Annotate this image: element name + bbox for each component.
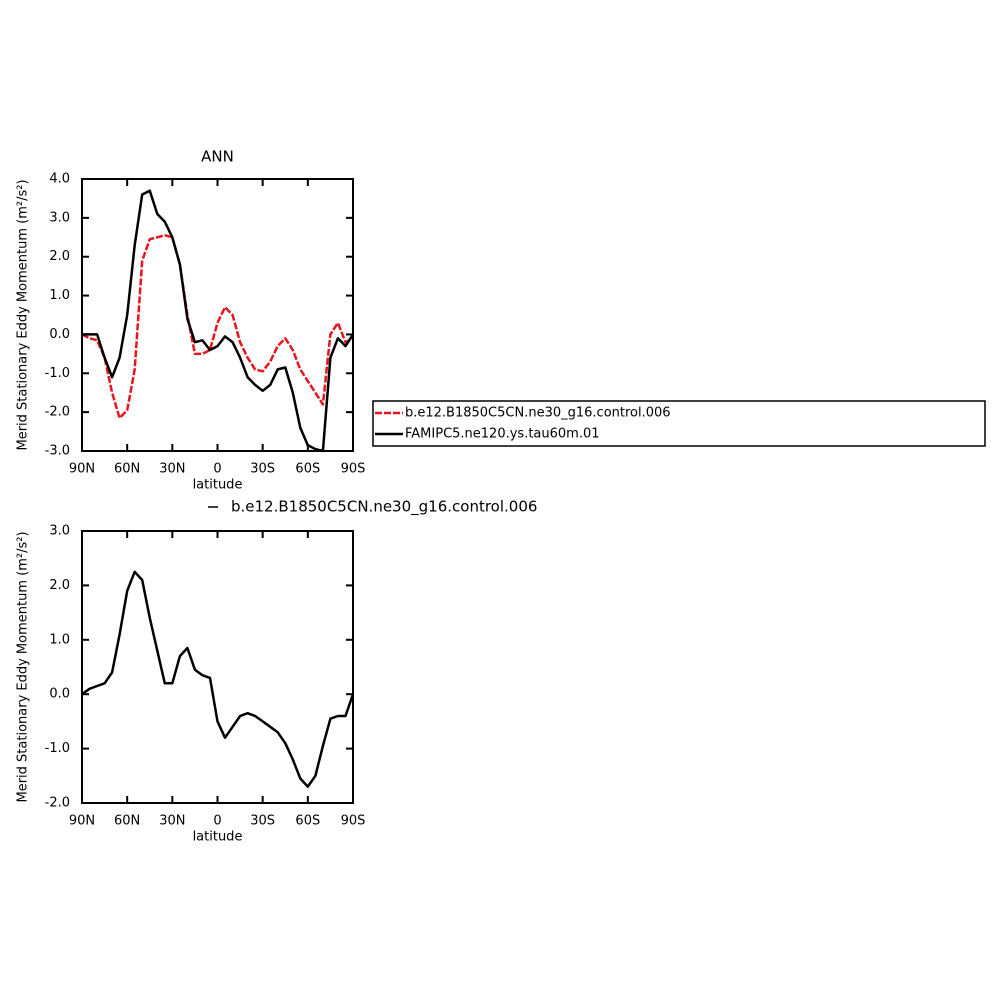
- x-axis-label: latitude: [193, 478, 243, 493]
- x-tick-label: 0: [213, 462, 221, 477]
- x-tick-label: 30N: [159, 462, 185, 477]
- legend-label: b.e12.B1850C5CN.ne30_g16.control.006: [231, 498, 537, 517]
- x-tick-label: 90N: [69, 814, 95, 829]
- y-tick-label: 4.0: [49, 172, 70, 187]
- x-tick-label: 90S: [341, 462, 366, 477]
- x-tick-label: 60S: [295, 814, 320, 829]
- x-tick-label: 30S: [250, 814, 275, 829]
- y-axis-label: Merid Stationary Eddy Momentum (m²/s²): [16, 531, 31, 802]
- legend-box: [372, 400, 986, 447]
- y-tick-label: -2.0: [45, 405, 70, 420]
- y-tick-label: 0.0: [49, 327, 70, 342]
- y-tick-label: -1.0: [45, 366, 70, 381]
- y-tick-label: 1.0: [49, 632, 70, 647]
- y-tick-label: 2.0: [49, 578, 70, 593]
- plot-frame: [81, 530, 354, 804]
- data-line: [81, 234, 354, 420]
- x-axis-label: latitude: [193, 830, 243, 845]
- x-tick-label: 0: [213, 814, 221, 829]
- x-tick-label: 90S: [341, 814, 366, 829]
- data-line: [81, 570, 355, 788]
- y-tick-label: -1.0: [45, 741, 70, 756]
- plot-frame: [81, 178, 354, 452]
- legend-label: b.e12.B1850C5CN.ne30_g16.control.006: [405, 406, 671, 421]
- y-tick-label: 0.0: [49, 687, 70, 702]
- chart-title: ANN: [201, 148, 234, 166]
- y-tick-label: 3.0: [49, 210, 70, 225]
- legend-label: FAMIPC5.ne120.ys.tau60m.01: [405, 427, 600, 442]
- x-tick-label: 90N: [69, 462, 95, 477]
- y-tick-label: 1.0: [49, 288, 70, 303]
- y-axis-label: Merid Stationary Eddy Momentum (m²/s²): [16, 179, 31, 450]
- x-tick-label: 60S: [295, 462, 320, 477]
- y-tick-label: 3.0: [49, 524, 70, 539]
- y-tick-label: 2.0: [49, 249, 70, 264]
- y-tick-label: -2.0: [45, 796, 70, 811]
- x-tick-label: 60N: [114, 814, 140, 829]
- data-line: [82, 189, 355, 453]
- x-tick-label: 60N: [114, 462, 140, 477]
- x-tick-label: 30N: [159, 814, 185, 829]
- y-tick-label: -3.0: [45, 444, 70, 459]
- x-tick-label: 30S: [250, 462, 275, 477]
